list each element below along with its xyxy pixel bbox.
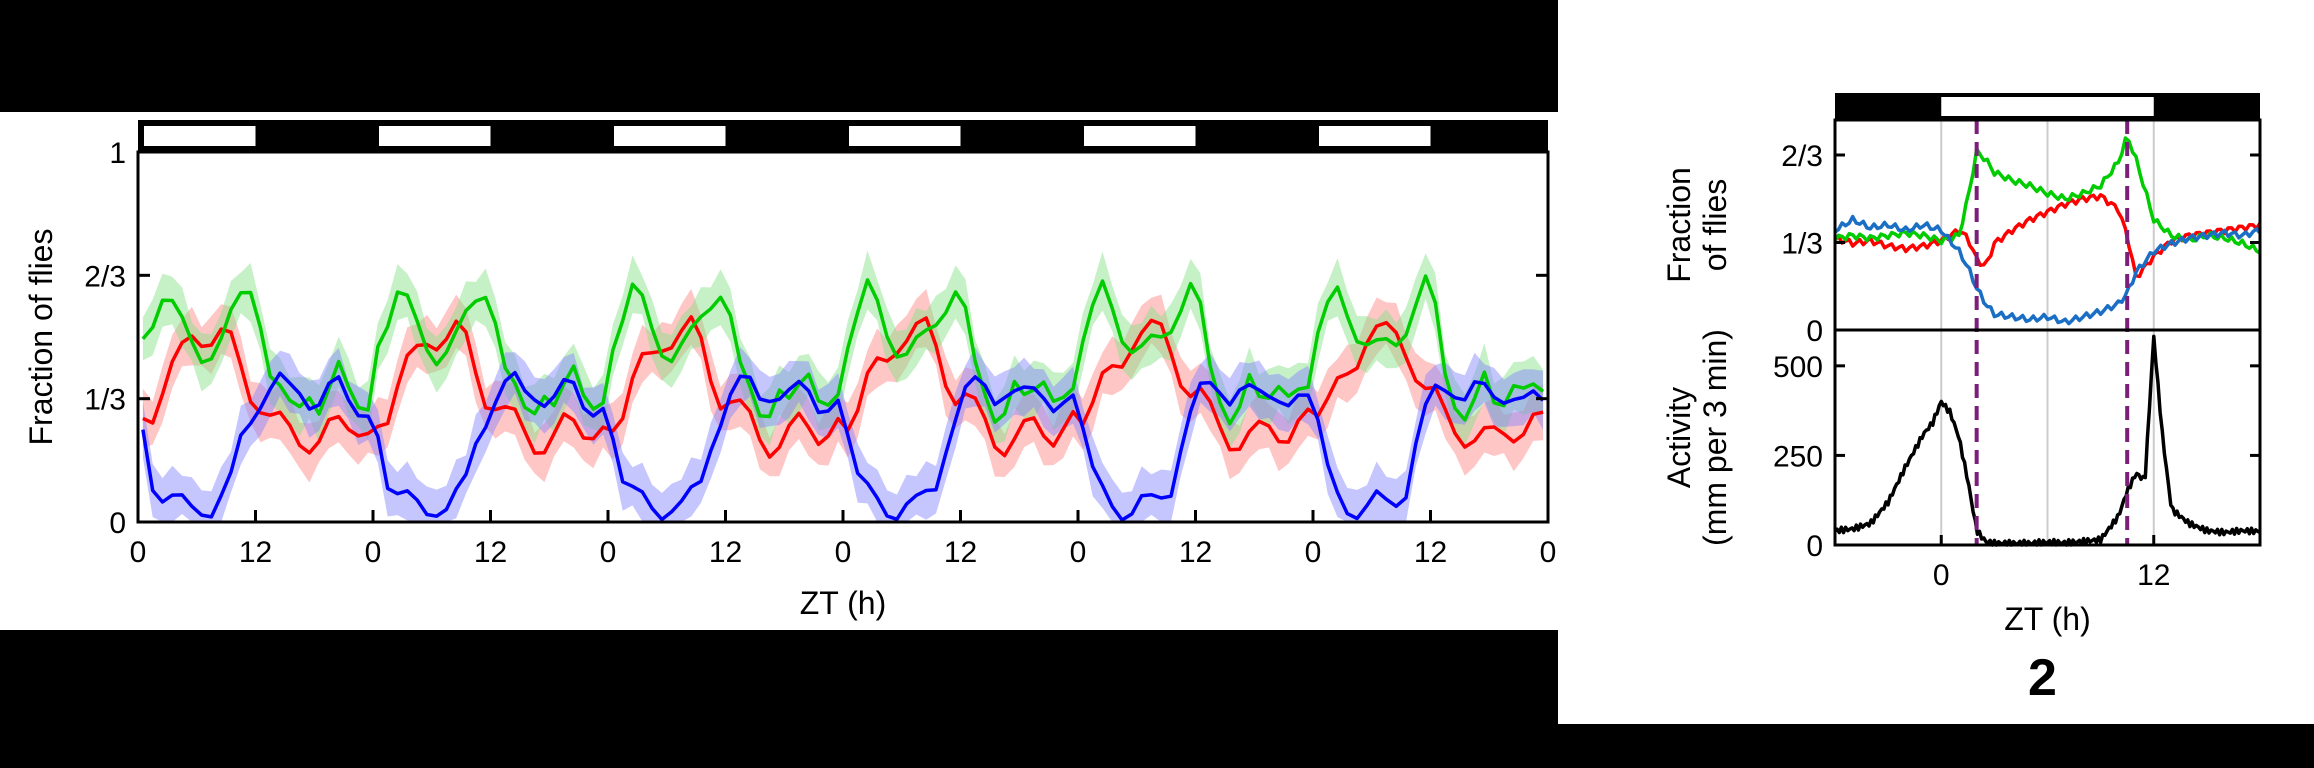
right-panel: 0 1/3 2/3 0 250 500 0 12 Fractionof flies Act… <box>1558 0 2314 724</box>
panel-number: 2 <box>2028 649 2057 707</box>
bottom-y-ticks: 0 250 500 <box>1773 351 2260 563</box>
x-tick-label: 12 <box>1179 536 1212 569</box>
light-period <box>144 126 256 146</box>
light-period <box>379 126 491 146</box>
fraction-series-lines <box>1833 136 2262 326</box>
y-axis-title-line: of flies <box>1697 179 1733 271</box>
y-ticks: 0 1/3 2/3 1 <box>84 137 1548 540</box>
y-tick-label: 0 <box>109 507 126 540</box>
dashed-transition-lines <box>1974 120 2130 545</box>
light-dark-bar <box>138 120 1548 152</box>
left-panel: 0 1/3 2/3 1 0 12 0 12 0 12 0 12 0 12 0 12 0 ZT (h) Frac… <box>0 112 1558 630</box>
activity-line <box>1833 334 2261 547</box>
x-tick-label: 12 <box>1414 536 1447 569</box>
activity-series-line <box>1833 334 2261 547</box>
x-tick-label: 12 <box>239 536 272 569</box>
light-period <box>614 126 726 146</box>
confidence-band <box>142 288 1544 483</box>
x-tick-label: 0 <box>1305 536 1322 569</box>
y-tick-label: 2/3 <box>84 260 126 293</box>
x-tick-label: 0 <box>600 536 617 569</box>
x-tick-label: 0 <box>130 536 147 569</box>
series-line <box>1834 193 2262 279</box>
top-y-axis-title: Fractionof flies <box>1661 167 1733 283</box>
series-line <box>141 274 1545 426</box>
x-tick-label: 0 <box>365 536 382 569</box>
average-day-charts: 0 1/3 2/3 0 250 500 0 12 Fractionof flies Act… <box>1661 93 2262 707</box>
series-line <box>141 370 1545 522</box>
light-dark-bar <box>1835 93 2260 120</box>
x-tick-label: 12 <box>944 536 977 569</box>
y-tick-label: 1/3 <box>1781 228 1823 261</box>
confidence-band <box>142 347 1544 522</box>
y-tick-label: 1/3 <box>84 384 126 417</box>
y-axis-title: Fraction of flies <box>23 229 59 446</box>
series-line <box>1834 214 2262 326</box>
light-period <box>849 126 961 146</box>
multi-day-fraction-chart: 0 1/3 2/3 1 0 12 0 12 0 12 0 12 0 12 0 12 0 ZT (h) Frac… <box>23 120 1557 621</box>
y-axis-title-line: Fraction <box>1661 167 1697 283</box>
y-tick-label: 0 <box>1806 315 1823 348</box>
light-period <box>1319 126 1431 146</box>
series-lines <box>141 274 1545 522</box>
x-tick-label: 12 <box>709 536 742 569</box>
x-tick-label: 0 <box>835 536 852 569</box>
y-tick-label: 500 <box>1773 351 1823 384</box>
top-y-ticks: 0 1/3 2/3 <box>1781 140 2260 348</box>
x-tick-label: 0 <box>1540 536 1557 569</box>
y-axis-title-line: (mm per 3 min) <box>1697 329 1733 546</box>
x-tick-label: 0 <box>1933 559 1950 592</box>
dark-bar <box>138 120 1548 152</box>
y-tick-label: 1 <box>109 137 126 170</box>
confidence-band <box>142 250 1544 448</box>
light-period <box>1084 126 1196 146</box>
y-tick-label: 250 <box>1773 440 1823 473</box>
top-gridlines <box>1940 120 2155 330</box>
x-tick-label: 12 <box>474 536 507 569</box>
x-ticks: 0 12 0 12 0 12 0 12 0 12 0 12 0 <box>130 510 1557 569</box>
bottom-gridlines <box>1940 330 2155 545</box>
bottom-plot-frame <box>1833 328 2262 547</box>
y-tick-label: 0 <box>1806 530 1823 563</box>
y-tick-label: 2/3 <box>1781 140 1823 173</box>
bottom-y-axis-title: Activity(mm per 3 min) <box>1661 329 1733 546</box>
light-period <box>1941 97 2154 116</box>
y-axis-title-line: Activity <box>1661 387 1697 488</box>
right-x-axis-title: ZT (h) <box>2004 601 2091 637</box>
confidence-bands <box>142 250 1544 522</box>
x-tick-label: 0 <box>1070 536 1087 569</box>
x-axis-title: ZT (h) <box>800 585 887 621</box>
bottom-x-ticks: 0 12 <box>1933 535 2170 592</box>
x-tick-label: 12 <box>2137 559 2170 592</box>
